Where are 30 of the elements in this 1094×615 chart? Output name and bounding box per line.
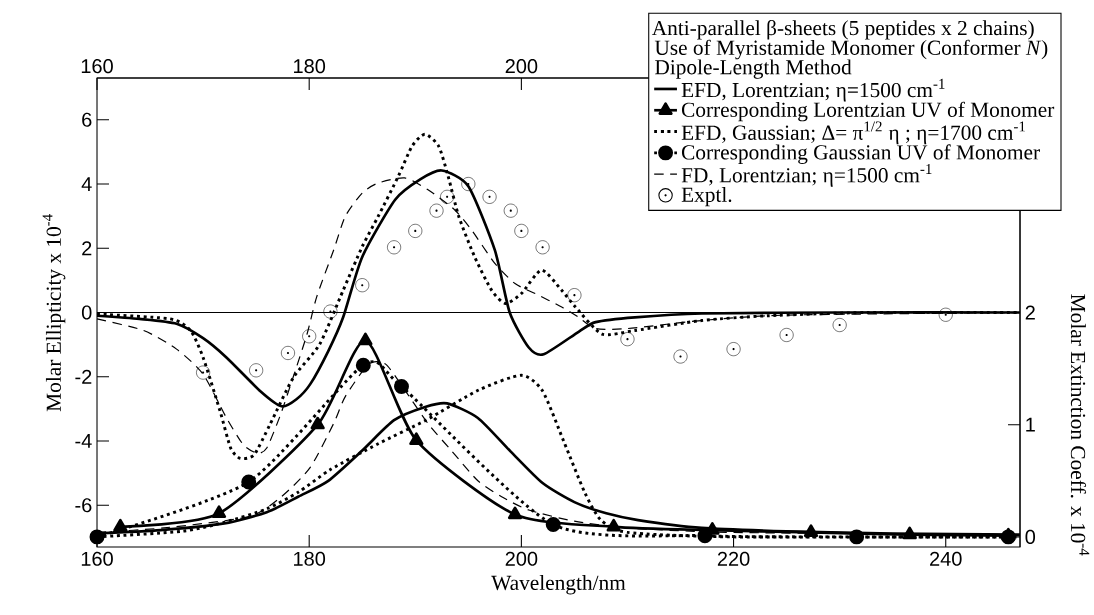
y-tick-label: 2 (82, 241, 92, 256)
legend-label: EFD, Lorentzian; η=1500 cm$^{-1}$ (681, 78, 945, 102)
x-axis-title: Wavelength/nm (491, 575, 626, 595)
y2-tick-label: 0 (1025, 529, 1036, 544)
x-tick-label: 220 (717, 551, 750, 566)
x-tick-label: 200 (505, 551, 538, 566)
legend-label: Corresponding Lorentzian UV of Monomer (681, 101, 1055, 122)
legend-title: Anti-parallel β-sheets (5 peptides x 2 chains) (651, 20, 1034, 40)
y2-tick-label: 2 (1025, 305, 1035, 320)
annotation: Dipole-Length Method (655, 59, 852, 79)
x-tick-label: 180 (294, 551, 326, 566)
x-tick-label: 160 (81, 551, 113, 566)
text: Use of Myristamide Monomer (Conformer N) (654, 39, 1048, 60)
y-tick-label: -4 (75, 434, 92, 448)
y-tick-label: -6 (75, 498, 92, 513)
y-tick-label: 6 (82, 112, 92, 127)
y-tick-label: -2 (75, 369, 92, 384)
x-tick-label: 240 (930, 551, 962, 566)
y-axis-title: Molar Ellipticity x 10$^{-4}$ (42, 214, 66, 412)
x2-tick-label: 200 (505, 59, 538, 74)
x2-tick-label: 180 (294, 59, 326, 74)
legend-label: FD, Lorentzian; η=1500 cm$^{-1}$ (681, 164, 932, 187)
y-tick-label: 0 (81, 305, 92, 320)
legend-label: Exptl. (681, 186, 732, 207)
y2-tick-label: 1 (1026, 417, 1035, 432)
x2-tick-label: 160 (81, 59, 113, 74)
y-tick-label: 4 (81, 177, 92, 191)
y2-axis-title: Molar Extinction Coeff. x 10$^{-4}$ (1070, 294, 1090, 556)
legend-label: EFD, Gaussian; Δ= π$^{1/2}$ η ; η=1700 cm$^{-1}$ (681, 121, 1025, 145)
legend-label: Corresponding Gaussian UV of Monomer (681, 144, 1040, 164)
